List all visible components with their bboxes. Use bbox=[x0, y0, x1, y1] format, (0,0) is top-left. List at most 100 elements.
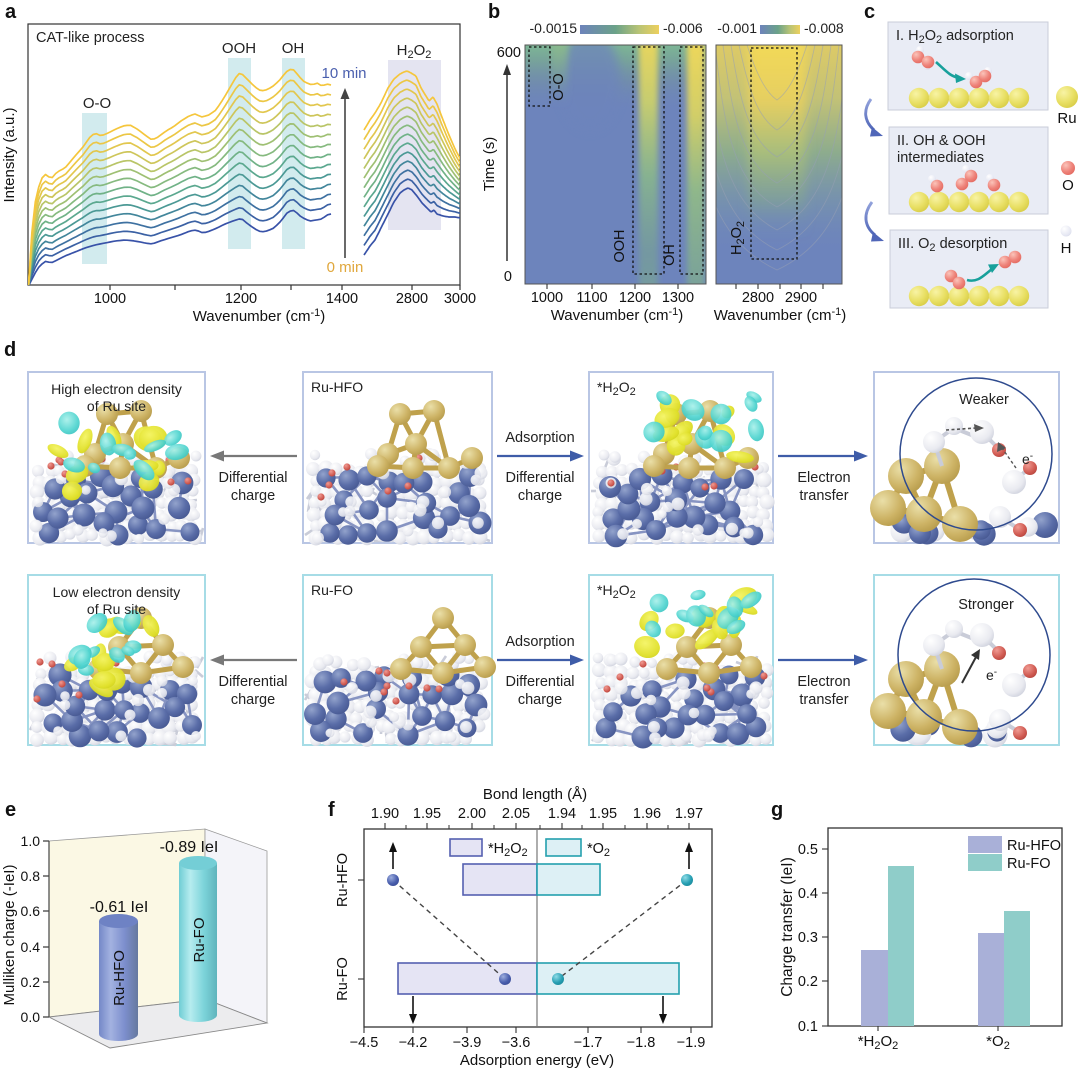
svg-text:2.05: 2.05 bbox=[502, 806, 530, 822]
svg-text:a: a bbox=[5, 1, 17, 23]
svg-text:charge: charge bbox=[231, 692, 275, 708]
svg-text:Intensity (a.u.): Intensity (a.u.) bbox=[1, 107, 18, 202]
svg-text:1.96: 1.96 bbox=[633, 806, 661, 822]
svg-text:Ru-HFO: Ru-HFO bbox=[1007, 838, 1061, 854]
svg-text:−1.9: −1.9 bbox=[677, 1035, 706, 1051]
svg-text:charge: charge bbox=[231, 488, 275, 504]
svg-text:Bond length (Å): Bond length (Å) bbox=[483, 786, 587, 803]
svg-text:c: c bbox=[864, 1, 875, 23]
svg-text:600: 600 bbox=[497, 45, 521, 61]
svg-text:Ru-FO: Ru-FO bbox=[311, 582, 353, 598]
svg-text:Ru-HFO: Ru-HFO bbox=[111, 950, 128, 1006]
svg-text:Differential: Differential bbox=[218, 674, 287, 690]
svg-text:0: 0 bbox=[504, 269, 512, 285]
svg-text:0.2: 0.2 bbox=[798, 974, 818, 990]
svg-text:Ru-FO: Ru-FO bbox=[1007, 856, 1051, 872]
svg-text:H2O2: H2O2 bbox=[397, 42, 432, 61]
svg-text:of Ru site: of Ru site bbox=[87, 601, 146, 617]
svg-text:2.00: 2.00 bbox=[458, 806, 486, 822]
svg-text:OH: OH bbox=[662, 244, 678, 266]
svg-text:3000: 3000 bbox=[444, 291, 476, 307]
svg-text:1.97: 1.97 bbox=[675, 806, 703, 822]
svg-text:-0.61 IeI: -0.61 IeI bbox=[90, 899, 149, 916]
svg-text:Adsorption energy (eV): Adsorption energy (eV) bbox=[460, 1052, 614, 1069]
svg-text:Low electron density: Low electron density bbox=[53, 584, 181, 600]
svg-text:-0.001: -0.001 bbox=[717, 20, 757, 36]
svg-text:III. O2 desorption: III. O2 desorption bbox=[898, 236, 1007, 254]
svg-text:Ru-FO: Ru-FO bbox=[191, 918, 208, 963]
svg-text:Differential: Differential bbox=[218, 470, 287, 486]
svg-text:transfer: transfer bbox=[799, 488, 848, 504]
svg-text:O-O: O-O bbox=[551, 73, 567, 100]
svg-text:H2O2: H2O2 bbox=[729, 221, 747, 255]
svg-text:1.94: 1.94 bbox=[548, 806, 576, 822]
svg-text:-0.006: -0.006 bbox=[663, 20, 703, 36]
svg-text:0.6: 0.6 bbox=[21, 903, 41, 919]
svg-text:*H2O2: *H2O2 bbox=[488, 841, 528, 859]
svg-text:*H2O2: *H2O2 bbox=[597, 379, 636, 398]
svg-text:−3.9: −3.9 bbox=[453, 1035, 482, 1051]
svg-text:High electron density: High electron density bbox=[51, 381, 182, 397]
svg-text:1200: 1200 bbox=[619, 290, 651, 306]
svg-text:transfer: transfer bbox=[799, 692, 848, 708]
svg-text:Charge transfer (IeI): Charge transfer (IeI) bbox=[779, 857, 796, 997]
svg-text:Ru: Ru bbox=[1057, 110, 1076, 127]
svg-text:2800: 2800 bbox=[742, 290, 774, 306]
svg-text:b: b bbox=[488, 1, 500, 23]
svg-text:Mulliken charge (-IeI): Mulliken charge (-IeI) bbox=[1, 865, 18, 1006]
svg-text:Stronger: Stronger bbox=[958, 597, 1014, 613]
svg-text:g: g bbox=[771, 799, 783, 821]
svg-text:Weaker: Weaker bbox=[959, 392, 1009, 408]
svg-text:intermediates: intermediates bbox=[897, 150, 984, 166]
svg-text:0.3: 0.3 bbox=[798, 930, 818, 946]
svg-text:1000: 1000 bbox=[531, 290, 563, 306]
svg-text:Wavenumber (cm-1): Wavenumber (cm-1) bbox=[551, 306, 684, 324]
svg-text:charge: charge bbox=[518, 692, 562, 708]
svg-text:Adsorption: Adsorption bbox=[505, 430, 574, 446]
svg-text:Electron: Electron bbox=[797, 470, 850, 486]
svg-text:e-: e- bbox=[1022, 451, 1033, 467]
svg-text:OH: OH bbox=[282, 40, 305, 57]
svg-text:−3.6: −3.6 bbox=[502, 1035, 531, 1051]
svg-text:e: e bbox=[5, 799, 16, 821]
svg-text:CAT-like process: CAT-like process bbox=[36, 30, 145, 46]
svg-text:Differential: Differential bbox=[505, 470, 574, 486]
svg-text:Wavenumber (cm-1): Wavenumber (cm-1) bbox=[714, 306, 847, 324]
svg-text:1.95: 1.95 bbox=[413, 806, 441, 822]
svg-text:H: H bbox=[1061, 240, 1072, 257]
svg-text:d: d bbox=[4, 339, 16, 361]
svg-text:10 min: 10 min bbox=[321, 65, 366, 82]
svg-text:1200: 1200 bbox=[225, 291, 257, 307]
svg-text:0.0: 0.0 bbox=[21, 1009, 41, 1025]
svg-text:1000: 1000 bbox=[94, 291, 126, 307]
svg-text:I. H2O2 adsorption: I. H2O2 adsorption bbox=[896, 28, 1014, 46]
svg-text:of Ru site: of Ru site bbox=[87, 398, 146, 414]
svg-text:−1.8: −1.8 bbox=[627, 1035, 656, 1051]
svg-text:Differential: Differential bbox=[505, 674, 574, 690]
svg-text:Ru-HFO: Ru-HFO bbox=[311, 379, 363, 395]
svg-text:1.95: 1.95 bbox=[589, 806, 617, 822]
svg-text:2900: 2900 bbox=[785, 290, 817, 306]
svg-text:2800: 2800 bbox=[396, 291, 428, 307]
svg-text:*H2O2: *H2O2 bbox=[597, 582, 636, 601]
svg-text:1400: 1400 bbox=[326, 291, 358, 307]
svg-text:1100: 1100 bbox=[576, 290, 607, 306]
svg-text:0.1: 0.1 bbox=[798, 1019, 818, 1035]
svg-text:OOH: OOH bbox=[222, 40, 256, 57]
svg-text:charge: charge bbox=[518, 488, 562, 504]
svg-text:0 min: 0 min bbox=[327, 259, 364, 276]
svg-text:Ru-FO: Ru-FO bbox=[335, 957, 351, 1001]
svg-text:-0.89 IeI: -0.89 IeI bbox=[160, 839, 219, 856]
svg-text:1300: 1300 bbox=[662, 290, 694, 306]
svg-text:−4.2: −4.2 bbox=[399, 1035, 428, 1051]
svg-text:1.0: 1.0 bbox=[21, 833, 41, 849]
svg-text:Adsorption: Adsorption bbox=[505, 634, 574, 650]
svg-text:-0.008: -0.008 bbox=[804, 20, 844, 36]
svg-text:OOH: OOH bbox=[612, 229, 628, 262]
svg-text:O-O: O-O bbox=[83, 95, 111, 112]
svg-text:Electron: Electron bbox=[797, 674, 850, 690]
svg-text:0.4: 0.4 bbox=[21, 939, 41, 955]
svg-text:*H2O2: *H2O2 bbox=[858, 1033, 899, 1052]
svg-text:Ru-HFO: Ru-HFO bbox=[335, 853, 351, 907]
svg-text:O: O bbox=[1062, 177, 1074, 194]
